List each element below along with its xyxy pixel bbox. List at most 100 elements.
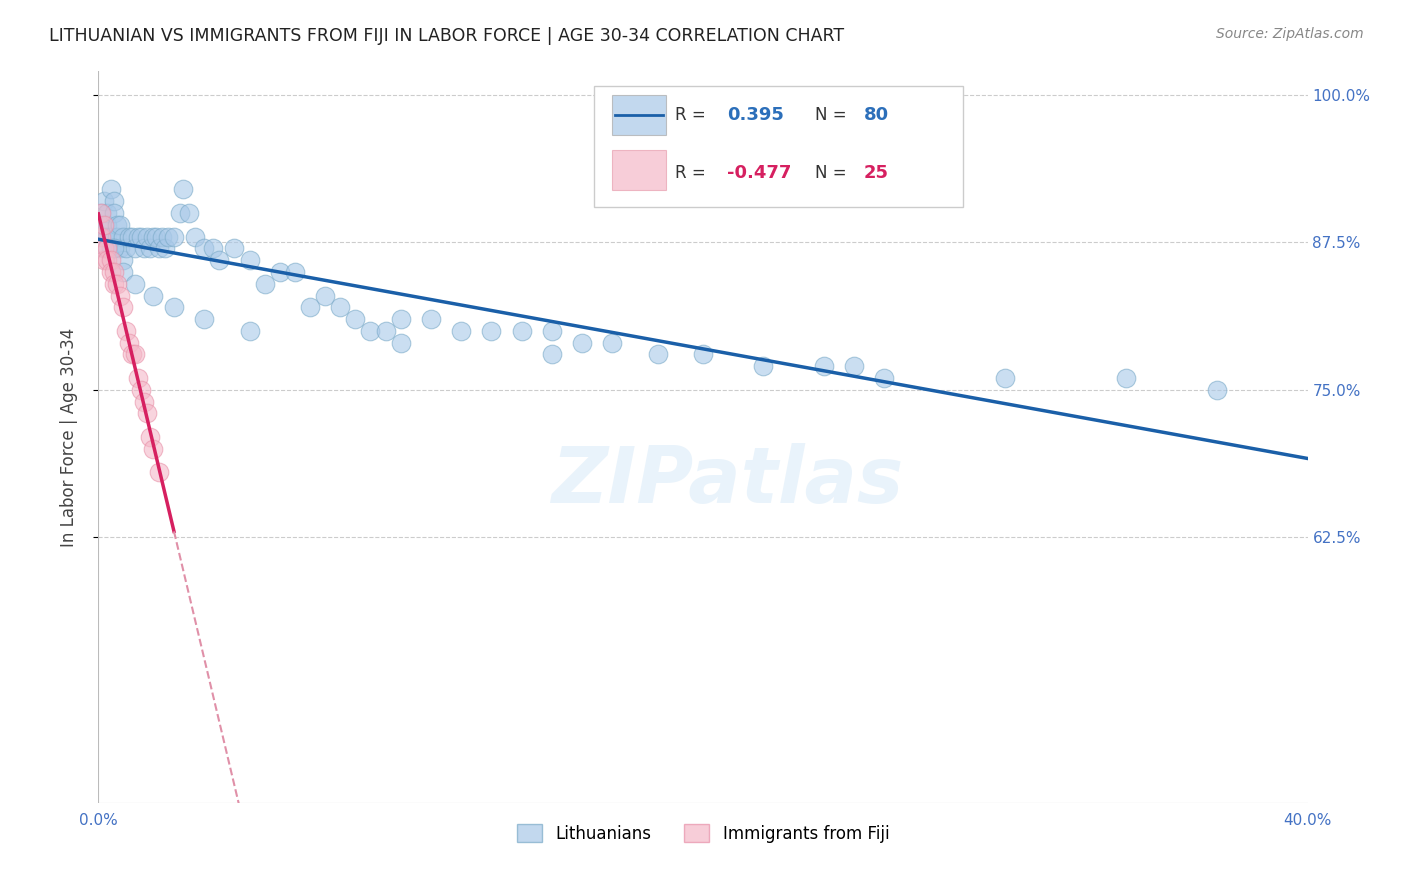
Point — [111, 301, 134, 315]
Point — [103, 241, 125, 255]
Point — [163, 301, 186, 315]
Point — [179, 206, 201, 220]
Point — [121, 229, 143, 244]
Point — [103, 277, 125, 291]
Point — [184, 229, 207, 244]
Text: 25: 25 — [863, 164, 889, 182]
Point — [994, 371, 1017, 385]
Point — [142, 288, 165, 302]
Point — [647, 347, 669, 361]
Point — [105, 218, 128, 232]
Point — [103, 206, 125, 220]
Point — [239, 324, 262, 338]
Text: LITHUANIAN VS IMMIGRANTS FROM FIJI IN LABOR FORCE | AGE 30-34 CORRELATION CHART: LITHUANIAN VS IMMIGRANTS FROM FIJI IN LA… — [49, 27, 845, 45]
Point — [374, 324, 396, 338]
Point — [269, 265, 291, 279]
Point — [148, 466, 170, 480]
Point — [100, 253, 122, 268]
Point — [202, 241, 225, 255]
Point — [208, 253, 231, 268]
Point — [103, 194, 125, 208]
Point — [93, 253, 115, 268]
Point — [93, 241, 115, 255]
Point — [139, 241, 162, 255]
Point — [139, 430, 162, 444]
Point — [103, 265, 125, 279]
Text: R =: R = — [675, 164, 711, 182]
Point — [150, 229, 173, 244]
Point — [193, 241, 215, 255]
Point — [224, 241, 246, 255]
Point — [329, 301, 352, 315]
Point — [93, 218, 115, 232]
Point — [135, 407, 157, 421]
Point — [90, 229, 112, 244]
Point — [124, 277, 146, 291]
Point — [96, 229, 118, 244]
Point — [108, 241, 131, 255]
Point — [100, 241, 122, 255]
Point — [111, 229, 134, 244]
Text: N =: N = — [815, 105, 852, 123]
Text: 0.395: 0.395 — [727, 105, 785, 123]
Point — [844, 359, 866, 374]
Point — [105, 277, 128, 291]
Point — [360, 324, 382, 338]
Point — [108, 218, 131, 232]
Text: 80: 80 — [863, 105, 889, 123]
Point — [111, 253, 134, 268]
Point — [100, 229, 122, 244]
Point — [813, 359, 835, 374]
Point — [132, 394, 155, 409]
Legend: Lithuanians, Immigrants from Fiji: Lithuanians, Immigrants from Fiji — [510, 818, 896, 849]
Point — [124, 241, 146, 255]
Point — [510, 324, 533, 338]
Point — [156, 229, 179, 244]
Point — [172, 182, 194, 196]
Point — [284, 265, 307, 279]
Text: -0.477: -0.477 — [727, 164, 792, 182]
Point — [105, 229, 128, 244]
Point — [96, 218, 118, 232]
Point — [314, 288, 336, 302]
FancyBboxPatch shape — [595, 86, 963, 207]
Point — [127, 371, 149, 385]
Point — [90, 206, 112, 220]
Point — [873, 371, 896, 385]
Point — [344, 312, 367, 326]
Point — [239, 253, 262, 268]
Point — [481, 324, 503, 338]
Point — [450, 324, 472, 338]
Point — [153, 241, 176, 255]
Point — [93, 194, 115, 208]
Point — [389, 335, 412, 350]
Point — [129, 383, 152, 397]
Point — [100, 265, 122, 279]
Point — [540, 324, 562, 338]
Point — [93, 229, 115, 244]
Point — [96, 253, 118, 268]
Point — [193, 312, 215, 326]
Y-axis label: In Labor Force | Age 30-34: In Labor Force | Age 30-34 — [59, 327, 77, 547]
Point — [132, 241, 155, 255]
FancyBboxPatch shape — [613, 151, 665, 190]
Point — [90, 206, 112, 220]
Point — [108, 288, 131, 302]
Point — [93, 241, 115, 255]
Point — [135, 229, 157, 244]
Point — [145, 229, 167, 244]
Point — [692, 347, 714, 361]
Point — [127, 229, 149, 244]
Point — [96, 206, 118, 220]
Point — [121, 347, 143, 361]
Point — [389, 312, 412, 326]
Point — [114, 241, 136, 255]
Text: Source: ZipAtlas.com: Source: ZipAtlas.com — [1216, 27, 1364, 41]
Point — [420, 312, 443, 326]
Point — [118, 335, 141, 350]
Point — [253, 277, 276, 291]
Point — [129, 229, 152, 244]
Point — [148, 241, 170, 255]
Point — [299, 301, 322, 315]
Point — [114, 324, 136, 338]
